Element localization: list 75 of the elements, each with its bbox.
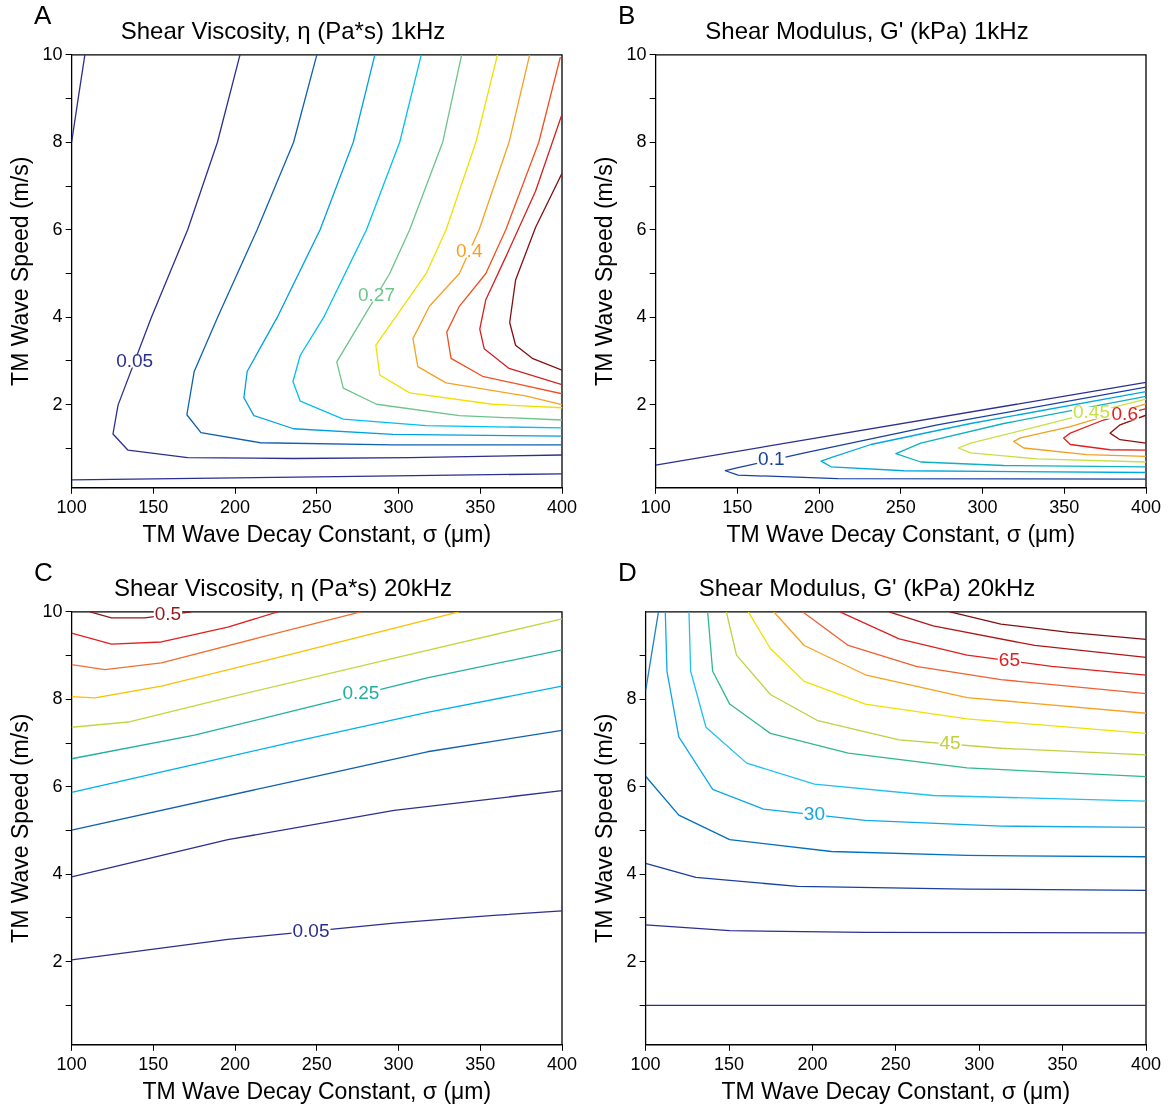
y-tick-label: 8 [626, 688, 637, 709]
y-axis-title: TM Wave Speed (m/s) [7, 156, 34, 386]
y-tick-label: 8 [52, 131, 63, 152]
text: A [34, 0, 52, 31]
x-tick-label: 200 [804, 496, 835, 517]
x-tick-label: 150 [713, 1053, 745, 1074]
text: C [34, 557, 53, 588]
y-tick-label: 2 [52, 950, 63, 971]
y-tick-label: 6 [52, 218, 63, 239]
text: D [618, 557, 637, 588]
x-tick-label: 300 [967, 496, 998, 517]
series-label: 0.4 [456, 239, 483, 261]
series-label: 0.45 [1072, 401, 1110, 423]
x-tick-label: 400 [546, 496, 578, 517]
y-tick-label: 2 [626, 950, 637, 971]
series-label: 45 [939, 732, 961, 754]
x-tick-label: 100 [640, 496, 671, 517]
y-tick-label: 4 [52, 306, 63, 327]
x-tick-label: 150 [138, 496, 169, 517]
y-tick-label: 4 [626, 863, 637, 884]
x-tick-label: 200 [220, 1053, 251, 1074]
x-axis-title: TM Wave Decay Constant, σ (μm) [142, 520, 492, 547]
series-label: 0.25 [342, 682, 380, 704]
y-tick-label: 8 [636, 131, 647, 152]
series-label: 0.1 [758, 448, 785, 470]
x-tick-label: 350 [465, 496, 496, 517]
x-axis-title: TM Wave Decay Constant, σ (μm) [726, 520, 1076, 547]
y-tick-label: 6 [636, 218, 647, 239]
x-tick-label: 250 [301, 496, 332, 517]
x-tick-label: 400 [1130, 1053, 1162, 1074]
x-tick-label: 200 [220, 496, 251, 517]
y-axis-title: TM Wave Speed (m/s) [591, 713, 618, 943]
x-tick-label: 250 [885, 496, 916, 517]
y-tick-label: 4 [636, 306, 647, 327]
x-axis-title: TM Wave Decay Constant, σ (μm) [721, 1077, 1071, 1104]
x-tick-label: 150 [722, 496, 753, 517]
x-tick-label: 100 [56, 496, 87, 517]
x-tick-label: 350 [1047, 1053, 1078, 1074]
chart-title: Shear Viscosity, η (Pa*s) 1kHz [120, 17, 446, 45]
y-tick-label: 10 [42, 43, 63, 64]
series-label: 0.05 [116, 349, 154, 371]
series-label: 0.5 [154, 603, 182, 625]
y-tick-label: 2 [636, 393, 647, 414]
x-tick-label: 250 [880, 1053, 911, 1074]
y-tick-label: 6 [52, 775, 63, 796]
x-tick-label: 350 [465, 1053, 496, 1074]
y-tick-label: 8 [52, 688, 63, 709]
x-tick-label: 350 [1049, 496, 1080, 517]
y-tick-label: 4 [52, 863, 63, 884]
y-tick-label: 10 [42, 600, 63, 621]
x-tick-label: 300 [383, 1053, 414, 1074]
y-axis-title: TM Wave Speed (m/s) [7, 713, 34, 943]
chart-title: Shear Viscosity, η (Pa*s) 20kHz [114, 574, 452, 602]
chart-title: Shear Modulus, G' (kPa) 20kHz [698, 574, 1036, 602]
series-label: 0.05 [292, 919, 330, 941]
chart-title: Shear Modulus, G' (kPa) 1kHz [705, 17, 1029, 45]
series-label: 65 [998, 649, 1020, 671]
x-tick-label: 100 [630, 1053, 661, 1074]
y-tick-label: 6 [626, 775, 637, 796]
x-tick-label: 100 [56, 1053, 87, 1074]
y-tick-label: 10 [626, 43, 647, 64]
x-tick-label: 200 [797, 1053, 828, 1074]
y-axis-title: TM Wave Speed (m/s) [591, 156, 618, 386]
text: B [618, 0, 636, 31]
series-label: 30 [803, 802, 825, 824]
x-axis-title: TM Wave Decay Constant, σ (μm) [142, 1077, 492, 1104]
series-label: 0.6 [1111, 402, 1138, 424]
x-tick-label: 400 [1130, 496, 1162, 517]
x-tick-label: 300 [383, 496, 414, 517]
x-tick-label: 300 [964, 1053, 995, 1074]
x-tick-label: 400 [546, 1053, 578, 1074]
x-tick-label: 150 [138, 1053, 169, 1074]
series-label: 0.27 [357, 283, 395, 305]
y-tick-label: 2 [52, 393, 63, 414]
x-tick-label: 250 [301, 1053, 332, 1074]
